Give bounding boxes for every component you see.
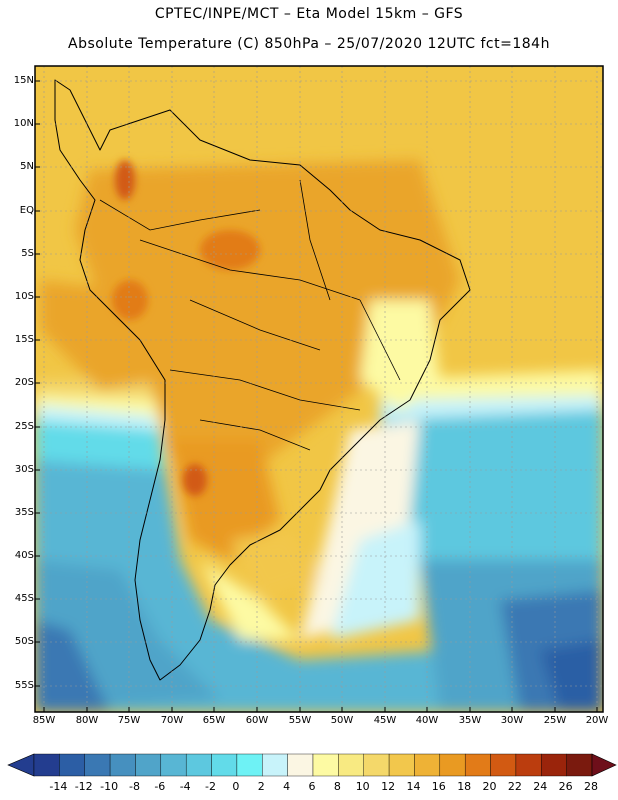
- colorbar-label: -2: [205, 780, 216, 793]
- lon-label: 60W: [245, 715, 269, 726]
- lon-label: 20W: [585, 715, 609, 726]
- colorbar-label: 14: [406, 780, 421, 793]
- colorbar-label: 6: [308, 780, 316, 793]
- colorbar-label: 24: [533, 780, 548, 793]
- lat-label: 30S: [14, 464, 34, 475]
- lat-label: 10S: [14, 291, 34, 302]
- colorbar-label: 20: [482, 780, 497, 793]
- colorbar-label: 28: [584, 780, 598, 793]
- coastline: [54, 79, 471, 681]
- lat-label: 5N: [20, 161, 34, 172]
- lon-label: 75W: [117, 715, 141, 726]
- lon-label: 25W: [543, 715, 567, 726]
- lon-label: 40W: [415, 715, 439, 726]
- colorbar-label: -10: [100, 780, 119, 793]
- colorbar-label: -6: [154, 780, 166, 793]
- colorbar-label: 22: [507, 780, 522, 793]
- colorbar-label: -14: [49, 780, 68, 793]
- lon-label: 50W: [330, 715, 354, 726]
- colorbar-label: 2: [257, 780, 265, 793]
- temperature-field: [35, 66, 603, 712]
- lon-label: 45W: [373, 715, 397, 726]
- colorbar-label: -8: [129, 780, 140, 793]
- lat-label: 20S: [14, 377, 34, 388]
- lon-label: 85W: [32, 715, 56, 726]
- colorbar-label: 8: [333, 780, 341, 793]
- lon-label: 30W: [500, 715, 524, 726]
- lat-label: 25S: [14, 421, 34, 432]
- title-line-1: CPTEC/INPE/MCT – Eta Model 15km – GFS: [154, 6, 464, 22]
- lat-label: 50S: [14, 636, 34, 647]
- title-line-2: Absolute Temperature (C) 850hPa – 25/07/…: [68, 36, 550, 52]
- lat-label: 55S: [14, 680, 34, 691]
- colorbar-label: 10: [355, 780, 370, 793]
- colorbar-label: 12: [381, 780, 396, 793]
- colorbar-label: 4: [283, 780, 291, 793]
- colorbar-label: -12: [74, 780, 93, 793]
- lon-label: 80W: [75, 715, 99, 726]
- lat-label: 35S: [14, 507, 34, 518]
- lat-label: 5S: [21, 248, 34, 259]
- country-borders: [99, 179, 401, 451]
- lon-label: 70W: [160, 715, 184, 726]
- colorbar-label: 16: [431, 780, 446, 793]
- lat-label: 10N: [13, 118, 34, 129]
- lat-label: 45S: [14, 593, 34, 604]
- colorbar-label: 18: [457, 780, 472, 793]
- colorbar-label: 0: [232, 780, 240, 793]
- lat-label: EQ: [19, 205, 34, 216]
- lat-label: 15N: [13, 75, 34, 86]
- lat-label: 15S: [14, 334, 34, 345]
- lon-label: 65W: [202, 715, 226, 726]
- lon-label: 55W: [288, 715, 312, 726]
- colorbar-label: -4: [179, 780, 191, 793]
- lat-label: 40S: [14, 550, 34, 561]
- map-frame: [34, 65, 604, 713]
- colorbar-label: 26: [558, 780, 573, 793]
- lon-label: 35W: [458, 715, 482, 726]
